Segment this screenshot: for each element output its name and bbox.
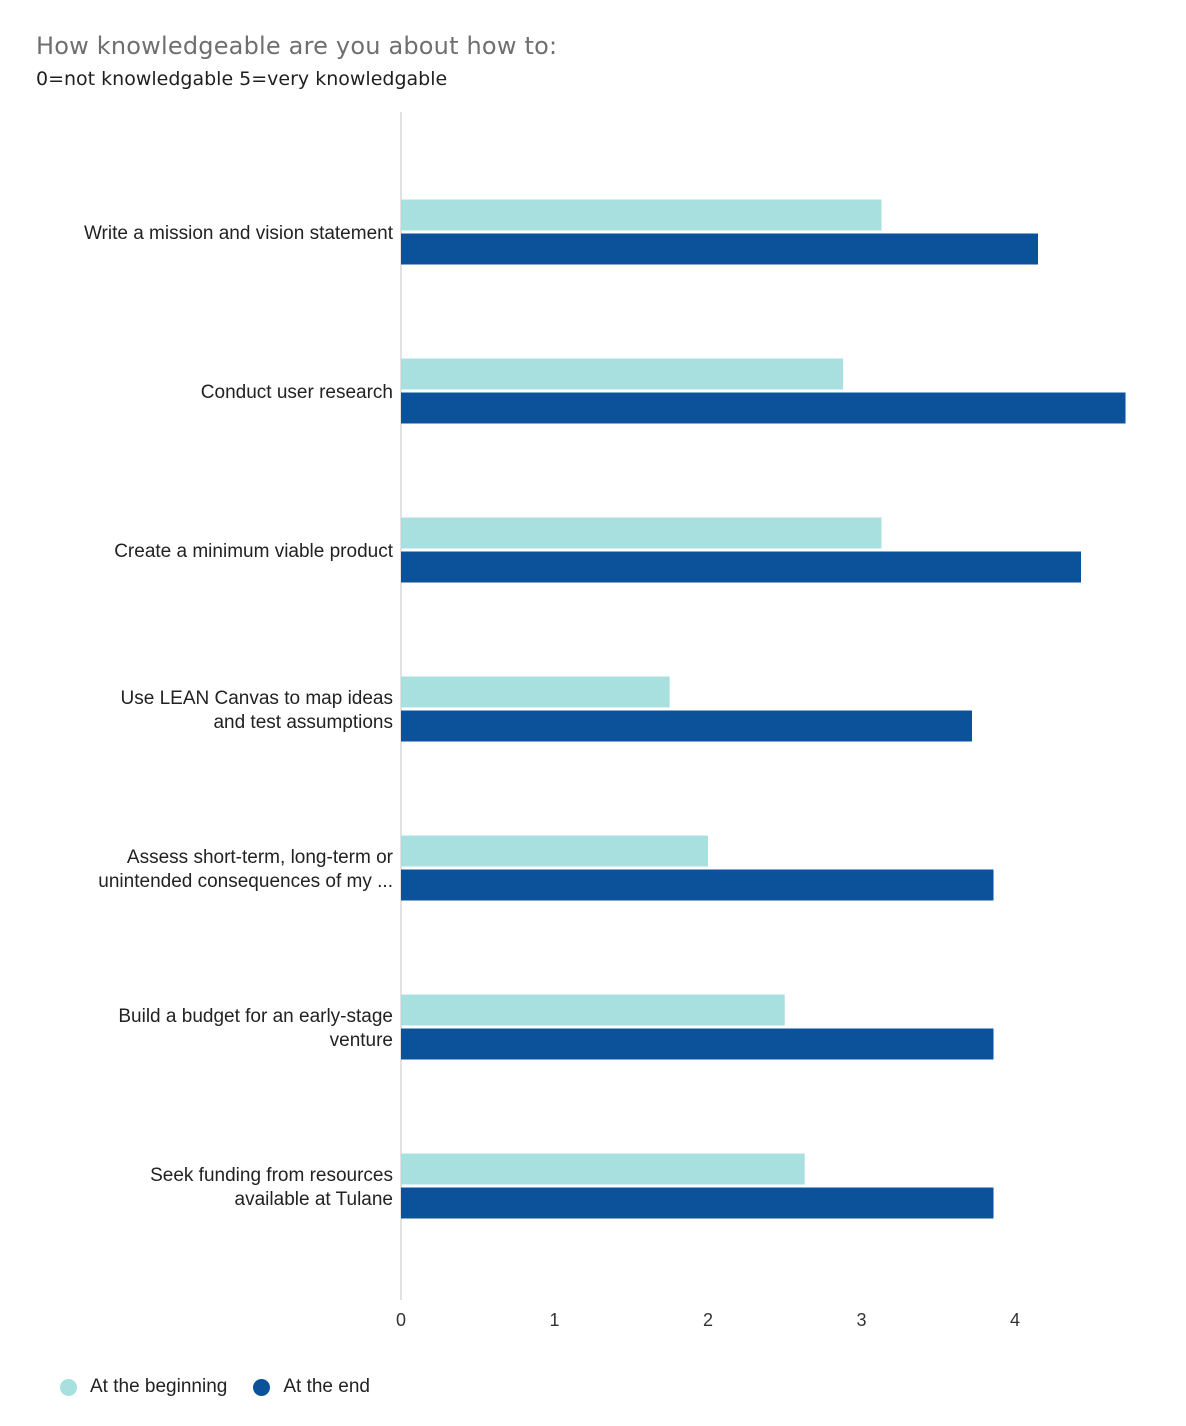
bar-beginning-4 [401, 835, 708, 867]
bar-beginning-3 [401, 676, 670, 708]
category-label-1: Conduct user research [201, 382, 393, 403]
x-tick-label-2: 2 [703, 1310, 713, 1330]
bar-end-6 [401, 1187, 994, 1219]
chart-subtitle: 0=not knowledgable 5=very knowledgable [36, 68, 448, 90]
bar-end-4 [401, 869, 994, 901]
legend-label-beginning: At the beginning [90, 1376, 228, 1397]
category-label-4: Assess short-term, long-term or unintende… [98, 847, 393, 892]
x-tick-label-4: 4 [1010, 1310, 1020, 1330]
category-label-3: Use LEAN Canvas to map ideas and test ass… [121, 688, 393, 733]
bar-end-0 [401, 233, 1039, 265]
bar-beginning-1 [401, 358, 844, 390]
category-label-0: Write a mission and vision statement [84, 223, 394, 244]
legend-label-end: At the end [283, 1376, 370, 1397]
bar-beginning-6 [401, 1153, 805, 1185]
chart-title: How knowledgeable are you about how to: [36, 32, 558, 60]
x-tick-label-3: 3 [856, 1310, 866, 1330]
legend-swatch-beginning [60, 1378, 77, 1396]
bar-beginning-0 [401, 199, 882, 231]
legend-swatch-end [253, 1378, 271, 1396]
legend: At the beginning At the end [60, 1376, 396, 1398]
bar-chart: Write a mission and vision statement Cond… [84, 112, 1126, 1330]
category-label-6: Seek funding from resources available at … [150, 1165, 393, 1210]
bar-beginning-5 [401, 994, 785, 1026]
category-label-5: Build a budget for an early-stage venture [118, 1006, 393, 1051]
legend-item-end: At the end [253, 1376, 370, 1398]
bar-end-1 [401, 392, 1126, 424]
x-tick-label-1: 1 [549, 1310, 559, 1330]
category-label-2: Create a minimum viable product [114, 541, 394, 562]
legend-item-beginning: At the beginning [60, 1376, 227, 1398]
bar-end-5 [401, 1028, 994, 1060]
x-tick-label-0: 0 [396, 1310, 406, 1330]
bar-end-2 [401, 551, 1082, 583]
bar-beginning-2 [401, 517, 882, 549]
bar-end-3 [401, 710, 973, 742]
